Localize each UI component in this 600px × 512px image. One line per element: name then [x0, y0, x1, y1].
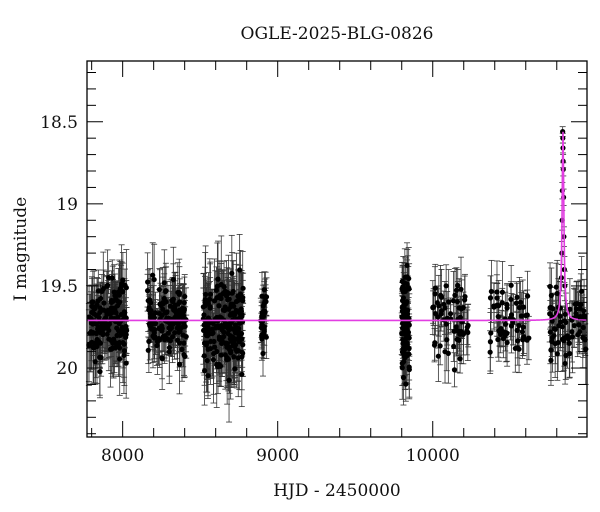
y-axis-label: I magnitude	[11, 197, 31, 301]
y-tick-label: 18.5	[40, 113, 78, 133]
data-points	[86, 129, 589, 387]
plot-frame	[86, 60, 588, 438]
model-curve	[87, 131, 588, 322]
x-axis-ticks: 8000 9000 10000	[91, 61, 558, 466]
x-axis-label: HJD - 2450000	[273, 481, 401, 501]
chart-title: OGLE-2025-BLG-0826	[240, 24, 434, 44]
y-tick-label: 20	[56, 359, 78, 379]
y-tick-label: 19	[56, 195, 78, 215]
error-bars	[85, 126, 589, 423]
x-tick-label: 10000	[406, 446, 460, 466]
x-tick-label: 9000	[256, 446, 299, 466]
y-tick-label: 19.5	[40, 277, 78, 297]
x-tick-label: 8000	[101, 446, 144, 466]
y-axis-ticks: 18.5 19 19.5 20	[40, 71, 587, 435]
